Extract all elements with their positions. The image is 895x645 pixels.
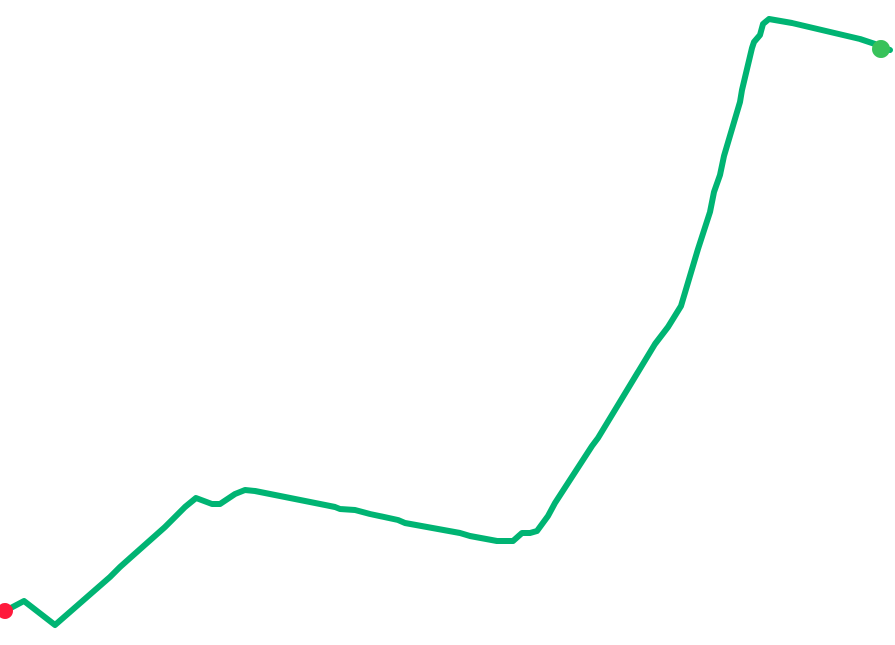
end-point-icon[interactable] — [872, 40, 890, 58]
start-point-icon[interactable] — [0, 603, 13, 619]
route-line — [2, 16, 893, 628]
